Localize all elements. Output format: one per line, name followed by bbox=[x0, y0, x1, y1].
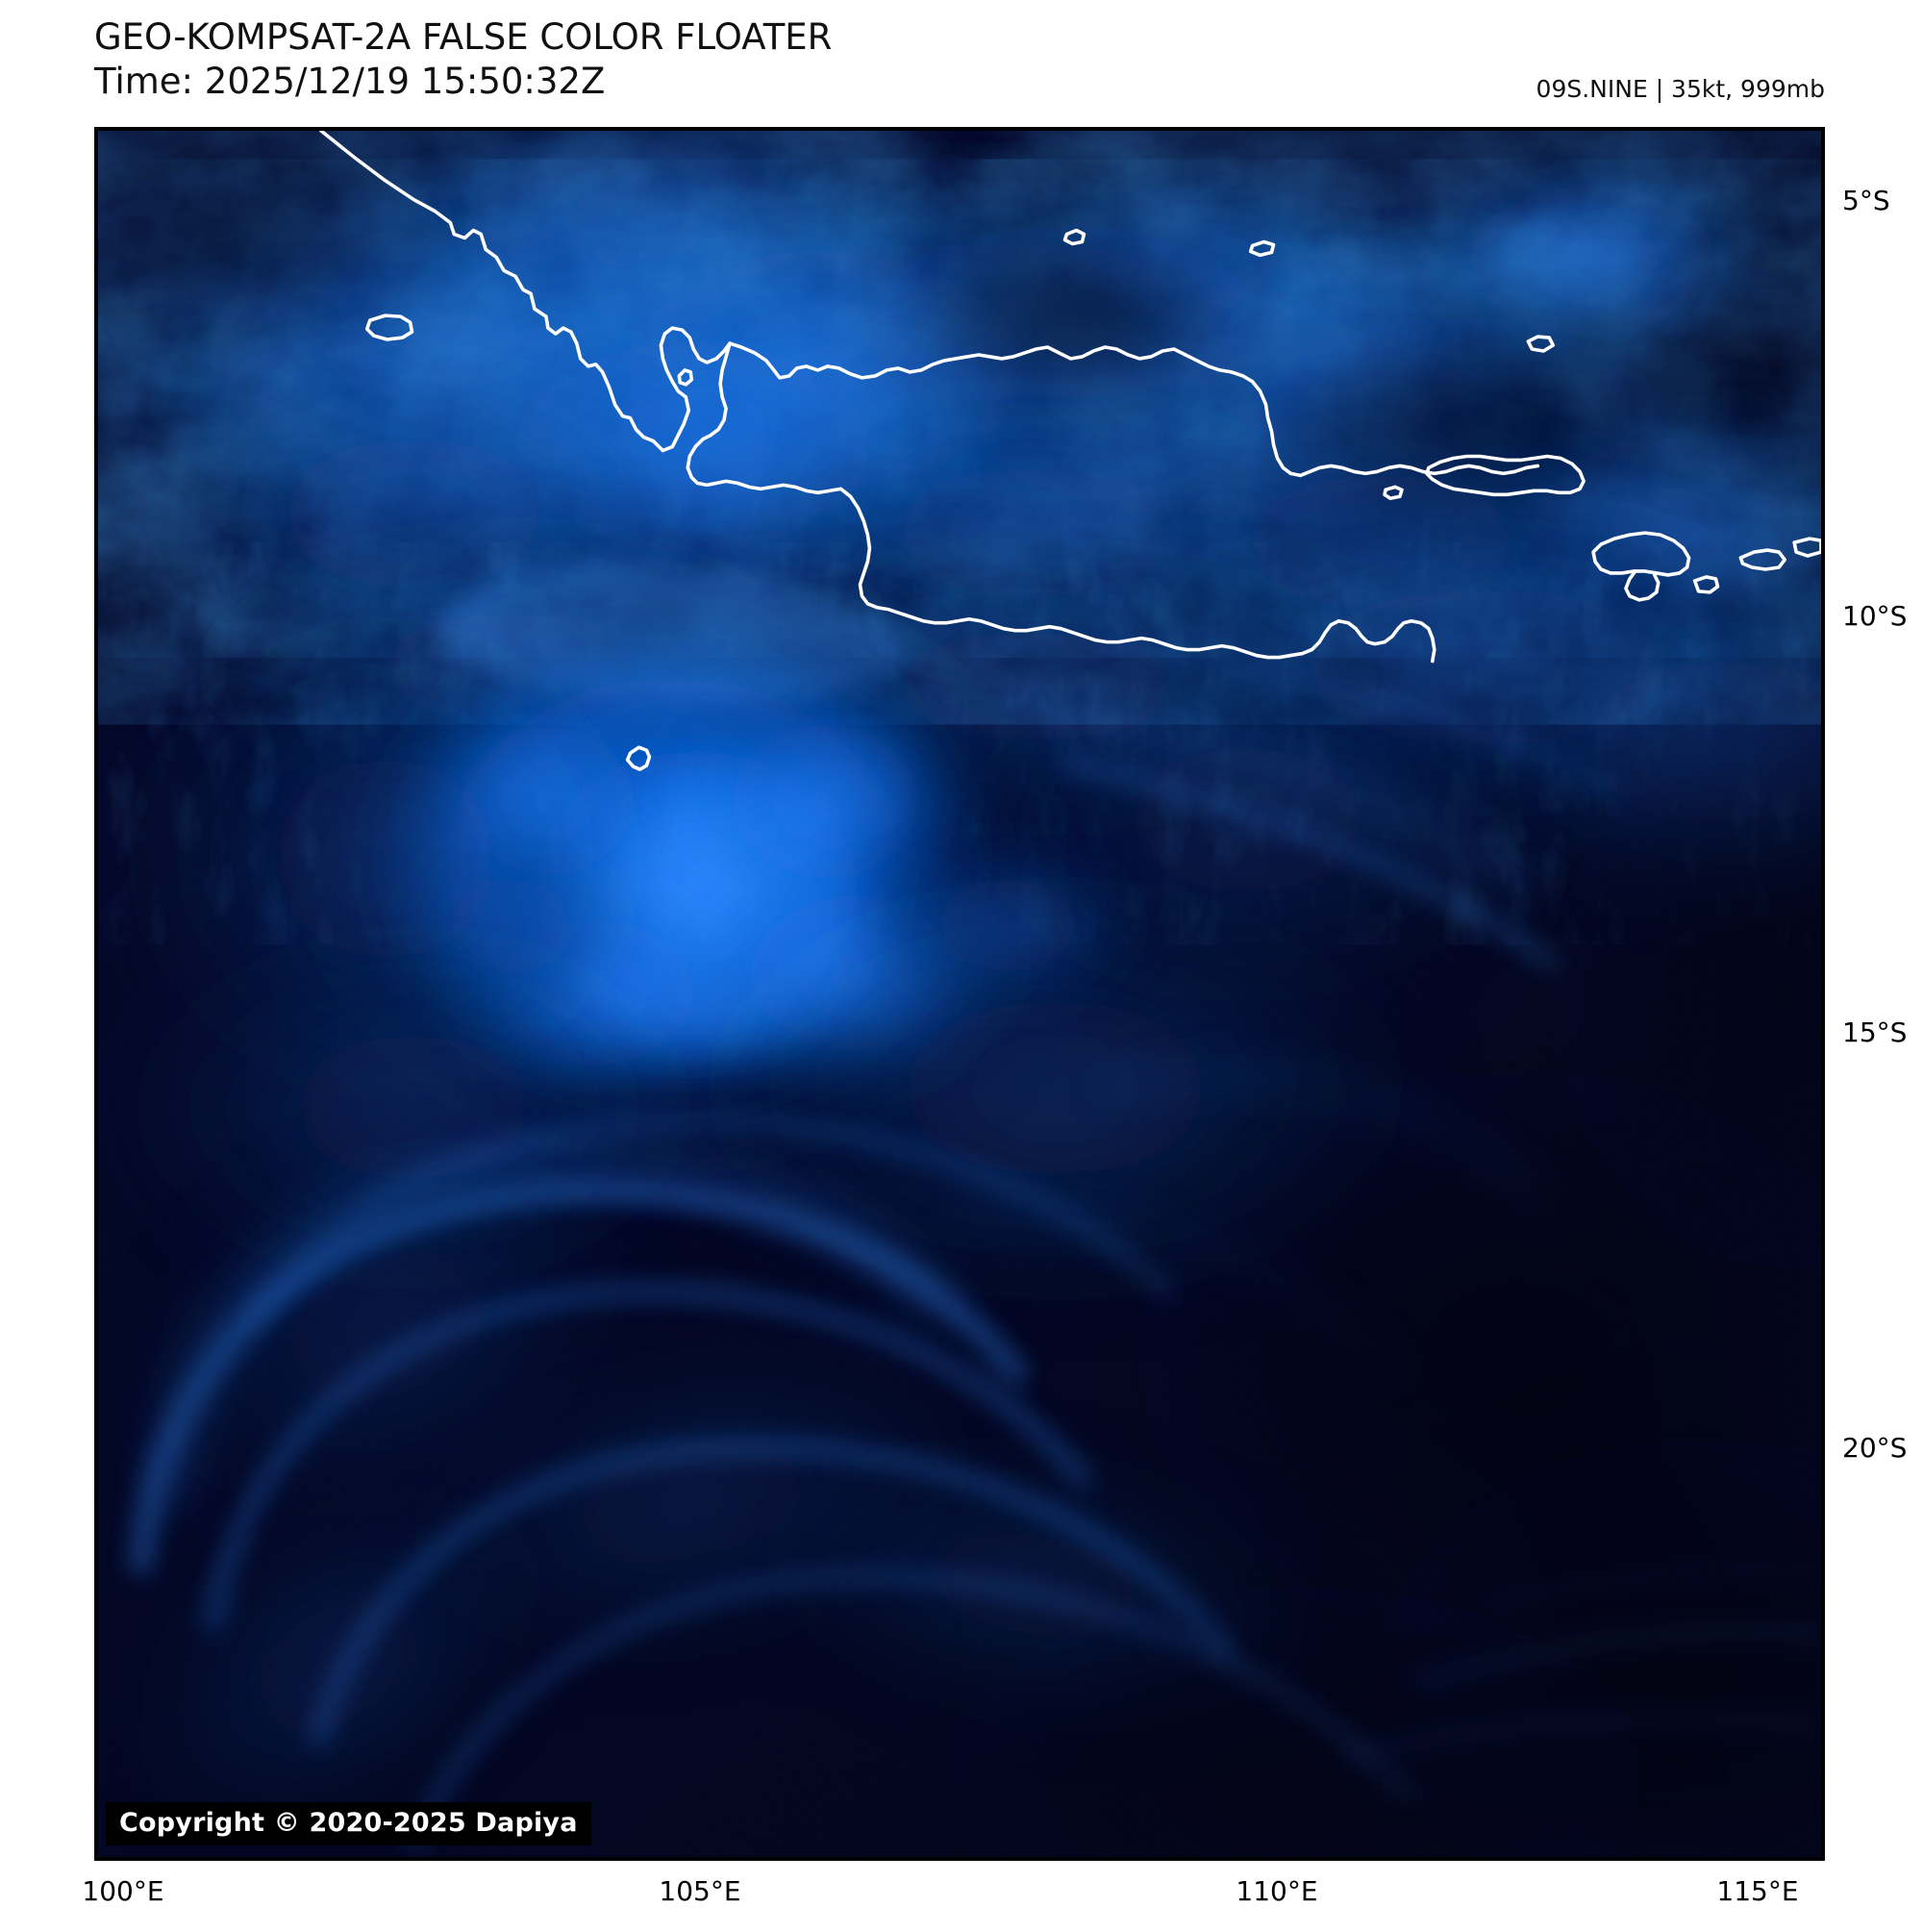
header-bar: GEO-KOMPSAT-2A FALSE COLOR FLOATER Time:… bbox=[0, 0, 1923, 127]
page-title: GEO-KOMPSAT-2A FALSE COLOR FLOATER bbox=[94, 16, 833, 58]
lat-tick-right-15S: 15°S bbox=[1842, 1016, 1908, 1048]
lat-tick-right-20S: 20°S bbox=[1842, 1432, 1908, 1464]
title-block: GEO-KOMPSAT-2A FALSE COLOR FLOATER Time:… bbox=[94, 15, 832, 104]
lon-tick-110E: 110°E bbox=[1236, 1875, 1318, 1907]
copyright-watermark: Copyright © 2020-2025 Dapiya bbox=[106, 1802, 591, 1845]
timestamp-label: Time: 2025/12/19 15:50:32Z bbox=[94, 61, 606, 102]
storm-info-label: 09S.NINE | 35kt, 999mb bbox=[1536, 75, 1825, 103]
satellite-image-plot[interactable]: Copyright © 2020-2025 Dapiya bbox=[94, 127, 1825, 1861]
lon-tick-105E: 105°E bbox=[659, 1875, 741, 1907]
lon-tick-115E: 115°E bbox=[1716, 1875, 1799, 1907]
coastline-overlay bbox=[319, 131, 1821, 771]
lon-tick-100E: 100°E bbox=[82, 1875, 164, 1907]
lat-tick-right-10S: 10°S bbox=[1842, 600, 1908, 632]
lat-tick-right-5S: 5°S bbox=[1842, 185, 1890, 216]
satellite-imagery bbox=[98, 131, 1821, 1857]
